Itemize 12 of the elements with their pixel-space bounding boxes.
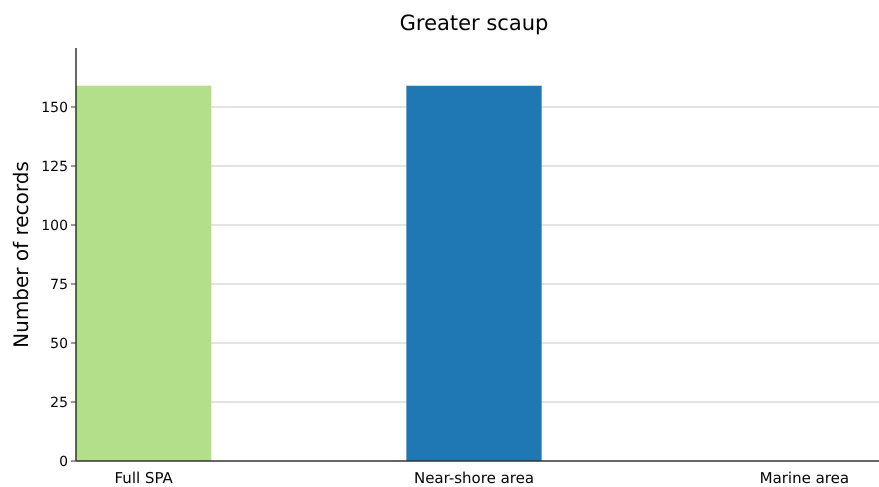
y-tick-label: 25 <box>50 394 68 411</box>
x-tick-label: Marine area <box>760 469 850 487</box>
x-tick-label: Full SPA <box>114 469 174 487</box>
chart-title: Greater scaup <box>400 11 548 35</box>
y-tick-label: 125 <box>41 158 68 175</box>
y-tick-label: 75 <box>50 276 68 293</box>
y-tick-label: 100 <box>41 218 68 234</box>
y-axis-title: Number of records <box>9 161 33 348</box>
y-tick-label: 150 <box>41 100 68 116</box>
x-tick-label: Near-shore area <box>414 469 534 487</box>
y-tick-label: 0 <box>59 454 68 470</box>
y-tick-label: 50 <box>50 336 68 352</box>
